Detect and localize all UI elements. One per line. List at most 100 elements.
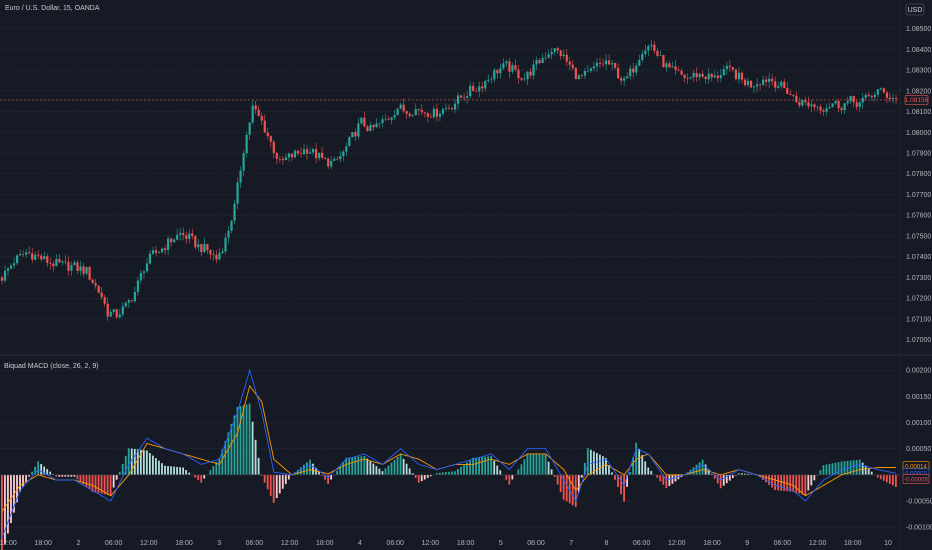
histogram-bar	[378, 468, 381, 475]
candle	[145, 257, 149, 273]
candle	[556, 46, 559, 54]
candle	[450, 106, 454, 110]
time-tick-label: 12:00	[0, 540, 17, 547]
candle	[879, 87, 882, 92]
candle	[182, 227, 185, 241]
histogram-bar	[689, 469, 692, 475]
candle	[650, 40, 653, 51]
histogram-bar	[538, 454, 541, 475]
histogram-bar	[535, 454, 538, 475]
candle	[311, 147, 315, 156]
candle	[163, 244, 167, 255]
candle	[345, 142, 348, 157]
candle	[9, 263, 13, 270]
candle	[508, 58, 511, 78]
histogram-bar	[173, 466, 175, 475]
svg-text:-0.00005: -0.00005	[904, 477, 928, 483]
candle	[393, 109, 396, 121]
histogram-bar	[466, 462, 468, 475]
candle	[695, 67, 698, 82]
candle	[444, 103, 448, 112]
histogram-bar	[306, 462, 308, 475]
candle	[79, 260, 82, 276]
candle	[103, 294, 106, 307]
histogram-bar	[420, 474, 423, 482]
histogram-bar	[508, 474, 511, 485]
candle	[481, 82, 484, 93]
candle	[798, 97, 801, 108]
histogram-bar	[795, 474, 798, 493]
histogram-bar	[52, 474, 55, 475]
histogram-bar	[339, 466, 342, 475]
histogram-bar	[218, 457, 221, 475]
price-tick-label: 1.07400	[906, 254, 931, 261]
candle	[245, 131, 248, 158]
indicator-value-tags: 0.000140.00003-0.00005	[902, 461, 930, 484]
histogram-bar	[112, 474, 115, 488]
candle	[873, 91, 876, 102]
histogram-bar	[647, 467, 650, 475]
candle	[810, 99, 813, 112]
candle	[432, 105, 435, 120]
candle	[562, 49, 565, 59]
histogram-bar	[278, 474, 281, 494]
candle	[746, 77, 750, 88]
histogram-bar	[263, 474, 266, 483]
price-tick-label: 1.08300	[906, 68, 931, 75]
candle	[269, 135, 272, 148]
currency-button[interactable]: USD	[905, 3, 925, 16]
histogram-bar	[182, 467, 185, 475]
candle	[731, 66, 735, 72]
candle	[336, 156, 339, 161]
candle	[287, 152, 291, 162]
histogram-bar	[635, 442, 638, 475]
candle	[614, 62, 617, 70]
histogram-bar	[7, 474, 9, 534]
candle	[505, 59, 508, 67]
candle	[801, 99, 804, 108]
histogram-bar	[611, 472, 613, 475]
candle	[40, 253, 43, 262]
histogram-bar	[242, 405, 245, 475]
candle	[538, 58, 541, 64]
histogram-bar	[768, 474, 770, 485]
candle	[541, 53, 544, 64]
histogram-bar	[254, 439, 257, 475]
histogram-bar	[716, 474, 719, 484]
histogram-bar	[179, 467, 181, 475]
candle	[749, 79, 753, 89]
candle	[607, 54, 611, 66]
candle	[577, 73, 580, 80]
histogram-bar	[659, 474, 662, 482]
candle	[438, 110, 442, 122]
candle	[683, 74, 686, 83]
indicator-tick-label: -0.00050	[906, 499, 932, 506]
histogram-bar	[891, 474, 894, 486]
histogram-bar	[309, 459, 311, 475]
candle	[737, 67, 741, 84]
histogram-bar	[734, 474, 737, 476]
candle	[771, 74, 774, 87]
candle	[583, 67, 587, 79]
histogram-bar	[526, 454, 529, 475]
time-tick-label: 3	[217, 540, 221, 547]
histogram-bar	[725, 474, 728, 484]
candlestick-series[interactable]	[0, 40, 898, 321]
candle	[70, 261, 73, 277]
indicator-axis[interactable]: 0.00200 0.00150 0.00100 0.00050 -0.00050 -0.0…	[906, 368, 932, 532]
histogram-bar	[82, 474, 85, 485]
histogram-bar	[257, 457, 260, 475]
candle	[885, 90, 889, 104]
histogram-bar	[348, 457, 351, 475]
time-axis[interactable]: 12:00 18:00 2 06:00 12:00 18:00 3 06:00 12:00 18:…	[0, 540, 892, 547]
histogram-bar	[692, 467, 695, 475]
candle	[308, 147, 312, 155]
candle	[768, 72, 771, 89]
histogram-bar	[617, 474, 619, 487]
candle	[456, 92, 460, 110]
histogram-bar	[487, 456, 490, 475]
price-axis[interactable]: 1.08500 1.08400 1.08300 1.08200 1.08100 1.080…	[906, 26, 931, 344]
currency-label: USD	[908, 7, 923, 14]
candle	[514, 59, 517, 72]
